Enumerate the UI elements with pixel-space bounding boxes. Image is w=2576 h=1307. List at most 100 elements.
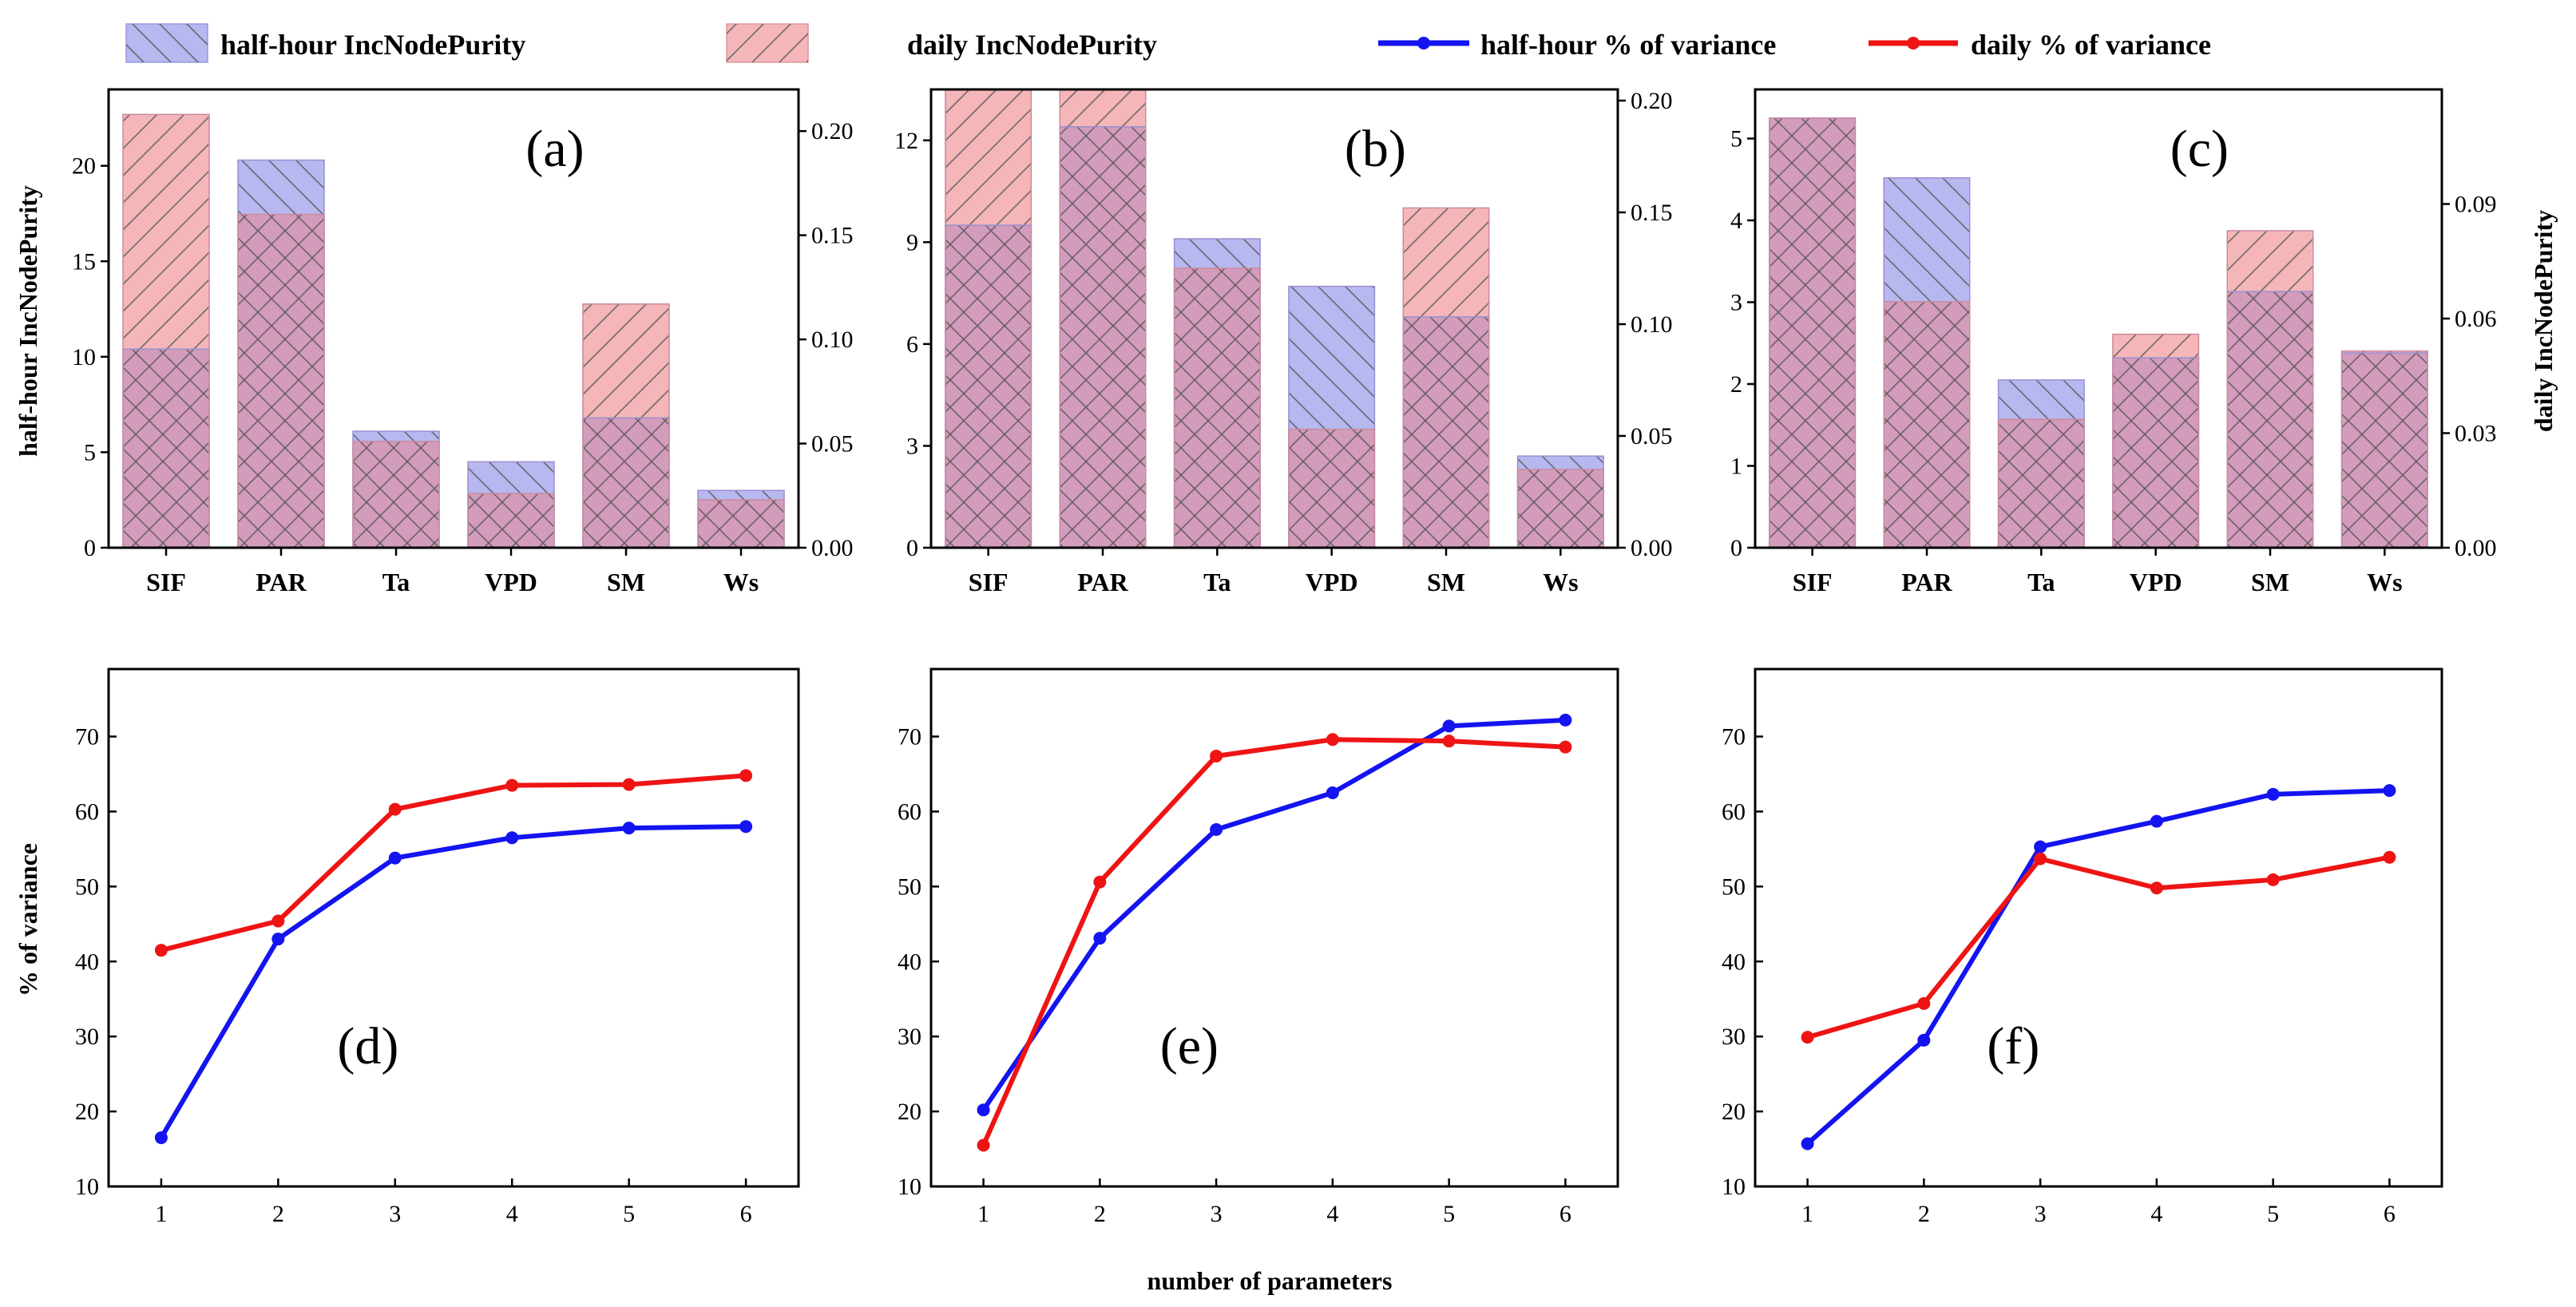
bar-daily-a-ta — [353, 441, 439, 548]
y-axis-title-daily-incnodepurity: daily IncNodePurity — [2529, 210, 2558, 432]
point-half-hour-e-1 — [977, 1103, 990, 1117]
point-half-hour-e-4 — [1326, 786, 1339, 799]
right-tick-label-a-4: 0.20 — [811, 118, 854, 145]
left-tick-label-c-2: 2 — [1730, 371, 1742, 398]
point-daily-d-6 — [739, 769, 753, 782]
bar-daily-a-ws — [698, 499, 784, 548]
x-tick-label-c-ta: Ta — [2027, 568, 2055, 596]
right-tick-label-b-2: 0.10 — [1631, 311, 1673, 338]
y-tick-label-d-2: 30 — [75, 1024, 99, 1050]
legend-item-half-line: half-hour % of variance — [1378, 29, 1776, 61]
point-daily-e-4 — [1326, 733, 1339, 747]
right-tick-label-a-2: 0.10 — [811, 327, 854, 353]
point-half-hour-f-3 — [2034, 840, 2047, 854]
y-tick-label-d-4: 50 — [75, 873, 99, 900]
point-half-hour-d-2 — [271, 933, 285, 946]
x-tick-label-b-sm: SM — [1427, 568, 1465, 596]
plot-frame-d — [107, 667, 800, 1188]
left-tick-label-b-4: 12 — [894, 128, 918, 154]
y-tick-label-f-0: 10 — [1722, 1174, 1746, 1200]
left-tick-label-b-1: 3 — [906, 433, 918, 459]
point-half-hour-f-2 — [1917, 1033, 1931, 1047]
x-tick-label-f-3: 4 — [2150, 1201, 2162, 1227]
x-tick-label-c-par: PAR — [1901, 568, 1952, 596]
left-tick-label-b-0: 0 — [906, 535, 918, 561]
x-tick-label-d-2: 3 — [389, 1201, 401, 1227]
right-tick-label-b-0: 0.00 — [1631, 535, 1673, 561]
plot-frame-e — [929, 667, 1619, 1188]
left-tick-label-b-2: 6 — [906, 331, 918, 358]
x-tick-label-d-3: 4 — [506, 1201, 518, 1227]
bar-daily-c-vpd — [2112, 334, 2199, 548]
line-daily-d — [161, 773, 747, 953]
line-half-hour-e — [981, 717, 1566, 1111]
y-tick-label-e-0: 10 — [898, 1174, 921, 1200]
left-tick-label-c-3: 3 — [1730, 290, 1742, 316]
point-daily-e-1 — [977, 1139, 990, 1152]
plot-frame-b — [929, 88, 1619, 549]
left-tick-label-c-4: 4 — [1730, 208, 1742, 234]
left-tick-label-a-2: 10 — [72, 344, 96, 370]
point-half-hour-d-6 — [739, 820, 753, 834]
y-tick-label-e-1: 20 — [898, 1099, 921, 1125]
point-half-hour-e-3 — [1210, 822, 1223, 836]
point-daily-f-1 — [1801, 1031, 1814, 1044]
legend-half-line-label: half-hour % of variance — [1480, 29, 1776, 61]
panel-label-d: (d) — [337, 1017, 398, 1075]
panel-f-line-chart: 10 20 30 40 50 60 70 1 2 3 4 5 6 (f) — [1722, 667, 2443, 1227]
left-tick-label-c-0: 0 — [1730, 535, 1742, 561]
bar-daily-a-sif — [123, 114, 209, 549]
panel-b-bar-chart: SIF PAR Ta VPD SM Ws 0 3 6 9 12 0.00 0.05 0.10 0.15 0.2… — [894, 88, 1673, 596]
x-tick-label-b-ws: Ws — [1543, 568, 1578, 596]
line-half-hour-f — [1805, 788, 2390, 1146]
y-tick-label-f-5: 60 — [1722, 798, 1746, 825]
legend-daily-line-label: daily % of variance — [1971, 29, 2211, 61]
y-tick-label-d-5: 60 — [75, 798, 99, 825]
x-tick-label-f-5: 6 — [2384, 1201, 2396, 1227]
x-tick-label-d-1: 2 — [272, 1201, 284, 1227]
point-half-hour-d-3 — [388, 851, 402, 865]
panel-d-line-chart: 10 20 30 40 50 60 70 1 2 3 4 5 6 (d) — [75, 667, 800, 1227]
panel-label-e: (e) — [1160, 1017, 1219, 1075]
bar-daily-b-sif — [945, 89, 1032, 548]
right-tick-label-b-4: 0.20 — [1631, 88, 1673, 114]
bar-daily-c-sif — [1769, 117, 1856, 548]
point-daily-f-5 — [2266, 873, 2280, 886]
bar-daily-c-par — [1884, 301, 1970, 548]
y-tick-label-e-3: 40 — [898, 949, 921, 975]
left-tick-label-a-0: 0 — [84, 535, 96, 561]
y-tick-label-d-6: 70 — [75, 724, 99, 751]
bar-daily-a-par — [238, 214, 324, 548]
right-tick-label-b-3: 0.15 — [1631, 200, 1673, 226]
x-tick-label-c-vpd: VPD — [2130, 568, 2182, 596]
x-tick-label-a-sm: SM — [607, 568, 645, 596]
bar-daily-c-ws — [2341, 351, 2428, 548]
point-daily-e-2 — [1093, 875, 1107, 889]
point-half-hour-e-2 — [1093, 932, 1107, 945]
bar-daily-c-sm — [2227, 230, 2313, 548]
x-tick-label-c-ws: Ws — [2367, 568, 2402, 596]
x-tick-label-f-4: 5 — [2267, 1201, 2279, 1227]
x-tick-label-a-sif: SIF — [146, 568, 186, 596]
point-half-hour-e-5 — [1442, 719, 1456, 733]
legend-item-daily-bar: daily IncNodePurity — [726, 23, 1157, 63]
legend-half-bar-label: half-hour IncNodePurity — [220, 29, 525, 61]
x-tick-label-a-par: PAR — [256, 568, 307, 596]
point-daily-f-3 — [2034, 852, 2047, 865]
point-daily-e-6 — [1559, 740, 1572, 754]
bar-daily-a-vpd — [468, 493, 554, 548]
legend-item-daily-line: daily % of variance — [1869, 29, 2211, 61]
y-tick-label-d-1: 20 — [75, 1099, 99, 1125]
point-daily-e-3 — [1210, 749, 1223, 762]
panel-e-line-chart: 10 20 30 40 50 60 70 1 2 3 4 5 6 (e) — [898, 667, 1619, 1227]
x-tick-label-f-2: 3 — [2035, 1201, 2047, 1227]
plot-frame-a — [107, 88, 800, 549]
legend-daily-line-marker — [1907, 37, 1920, 50]
y-axis-title-half-hour-incnodepurity: half-hour IncNodePurity — [14, 185, 42, 457]
y-tick-label-e-2: 30 — [898, 1024, 921, 1050]
x-tick-label-f-1: 2 — [1918, 1201, 1930, 1227]
plot-frame-c — [1754, 88, 2443, 549]
right-tick-label-c-3: 0.09 — [2455, 192, 2497, 218]
bar-daily-b-ta — [1174, 268, 1261, 548]
x-tick-label-f-0: 1 — [1801, 1201, 1813, 1227]
